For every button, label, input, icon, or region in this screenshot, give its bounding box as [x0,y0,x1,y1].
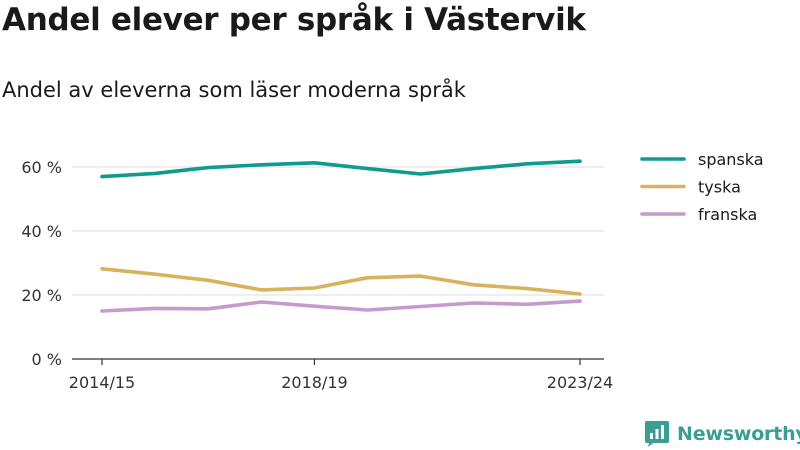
y-tick-label: 40 % [21,222,62,241]
grid-lines [72,166,604,296]
newsworthy-brand: Newsworthy [644,420,800,448]
series-lines [100,159,582,313]
series-line-spanska [100,159,582,179]
legend-label-spanska: spanska [698,150,764,169]
y-axis-labels: 0 % 20 % 40 % 60 % [21,158,62,369]
legend-label-tyska: tyska [698,178,741,197]
y-tick-label: 60 % [21,158,62,177]
y-tick-label: 0 % [32,350,62,369]
chart-subtitle: Andel av eleverna som läser moderna språ… [2,78,466,102]
y-tick-label: 20 % [21,286,62,305]
series-line-franska [100,299,582,313]
series-line-tyska [100,266,582,296]
chart-title: Andel elever per språk i Västervik [2,2,586,38]
newsworthy-logo-icon [645,421,669,447]
brand-name: Newsworthy [677,423,800,445]
x-axis-ticks: 2014/15 2018/19 2023/24 [69,359,613,392]
x-tick-label: 2014/15 [69,373,135,392]
x-tick-label: 2018/19 [281,373,347,392]
x-tick-label: 2023/24 [547,373,613,392]
legend-label-franska: franska [698,205,757,224]
legend: spanska tyska franska [640,150,764,224]
